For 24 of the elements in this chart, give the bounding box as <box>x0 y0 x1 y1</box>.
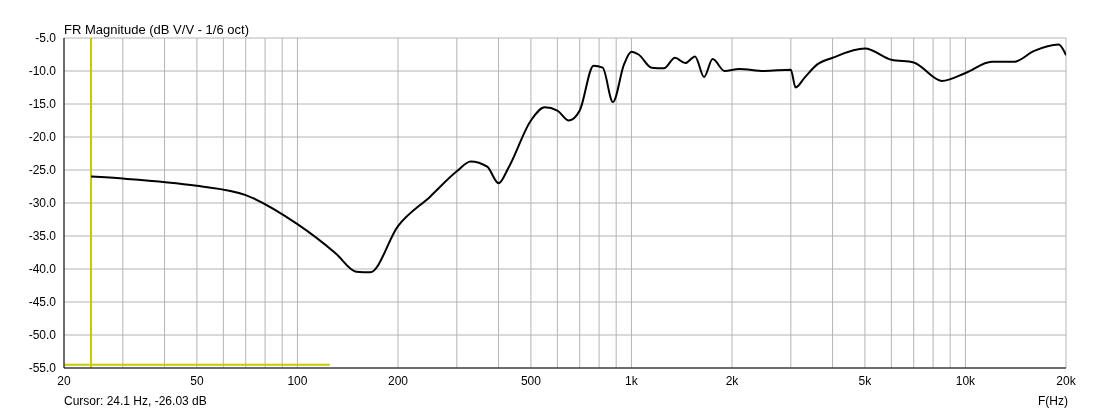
y-tick-label: -35.0 <box>28 229 57 244</box>
x-tick-label: 200 <box>387 373 409 388</box>
y-tick-label: -25.0 <box>28 163 57 178</box>
x-tick-label: 20 <box>57 373 71 388</box>
y-tick-label: -10.0 <box>28 64 57 79</box>
y-tick-label: -20.0 <box>28 130 57 145</box>
chart-title: FR Magnitude (dB V/V - 1/6 oct) <box>64 22 249 37</box>
y-tick-label: -5.0 <box>35 31 57 46</box>
x-tick-label: 1k <box>625 373 639 388</box>
text: Cursor: 24.1 Hz, -26.03 dB <box>64 394 207 408</box>
x-tick-label: 2k <box>725 373 740 388</box>
y-tick-label: -55.0 <box>28 361 57 376</box>
x-tick-label: 50 <box>190 373 204 388</box>
x-axis-title: F(Hz) <box>1038 394 1068 408</box>
x-tick-label: 5k <box>858 373 873 388</box>
x-tick-label: 100 <box>287 373 308 388</box>
y-tick-label: -45.0 <box>28 295 57 310</box>
x-tick-label: 10k <box>955 373 977 388</box>
y-tick-label: -40.0 <box>28 262 57 277</box>
y-tick-label: -30.0 <box>28 196 57 211</box>
y-tick-label: -50.0 <box>28 328 57 343</box>
x-tick-label: 500 <box>520 373 542 388</box>
x-tick-label: 20k <box>1056 373 1077 388</box>
y-tick-label: -15.0 <box>28 97 57 112</box>
